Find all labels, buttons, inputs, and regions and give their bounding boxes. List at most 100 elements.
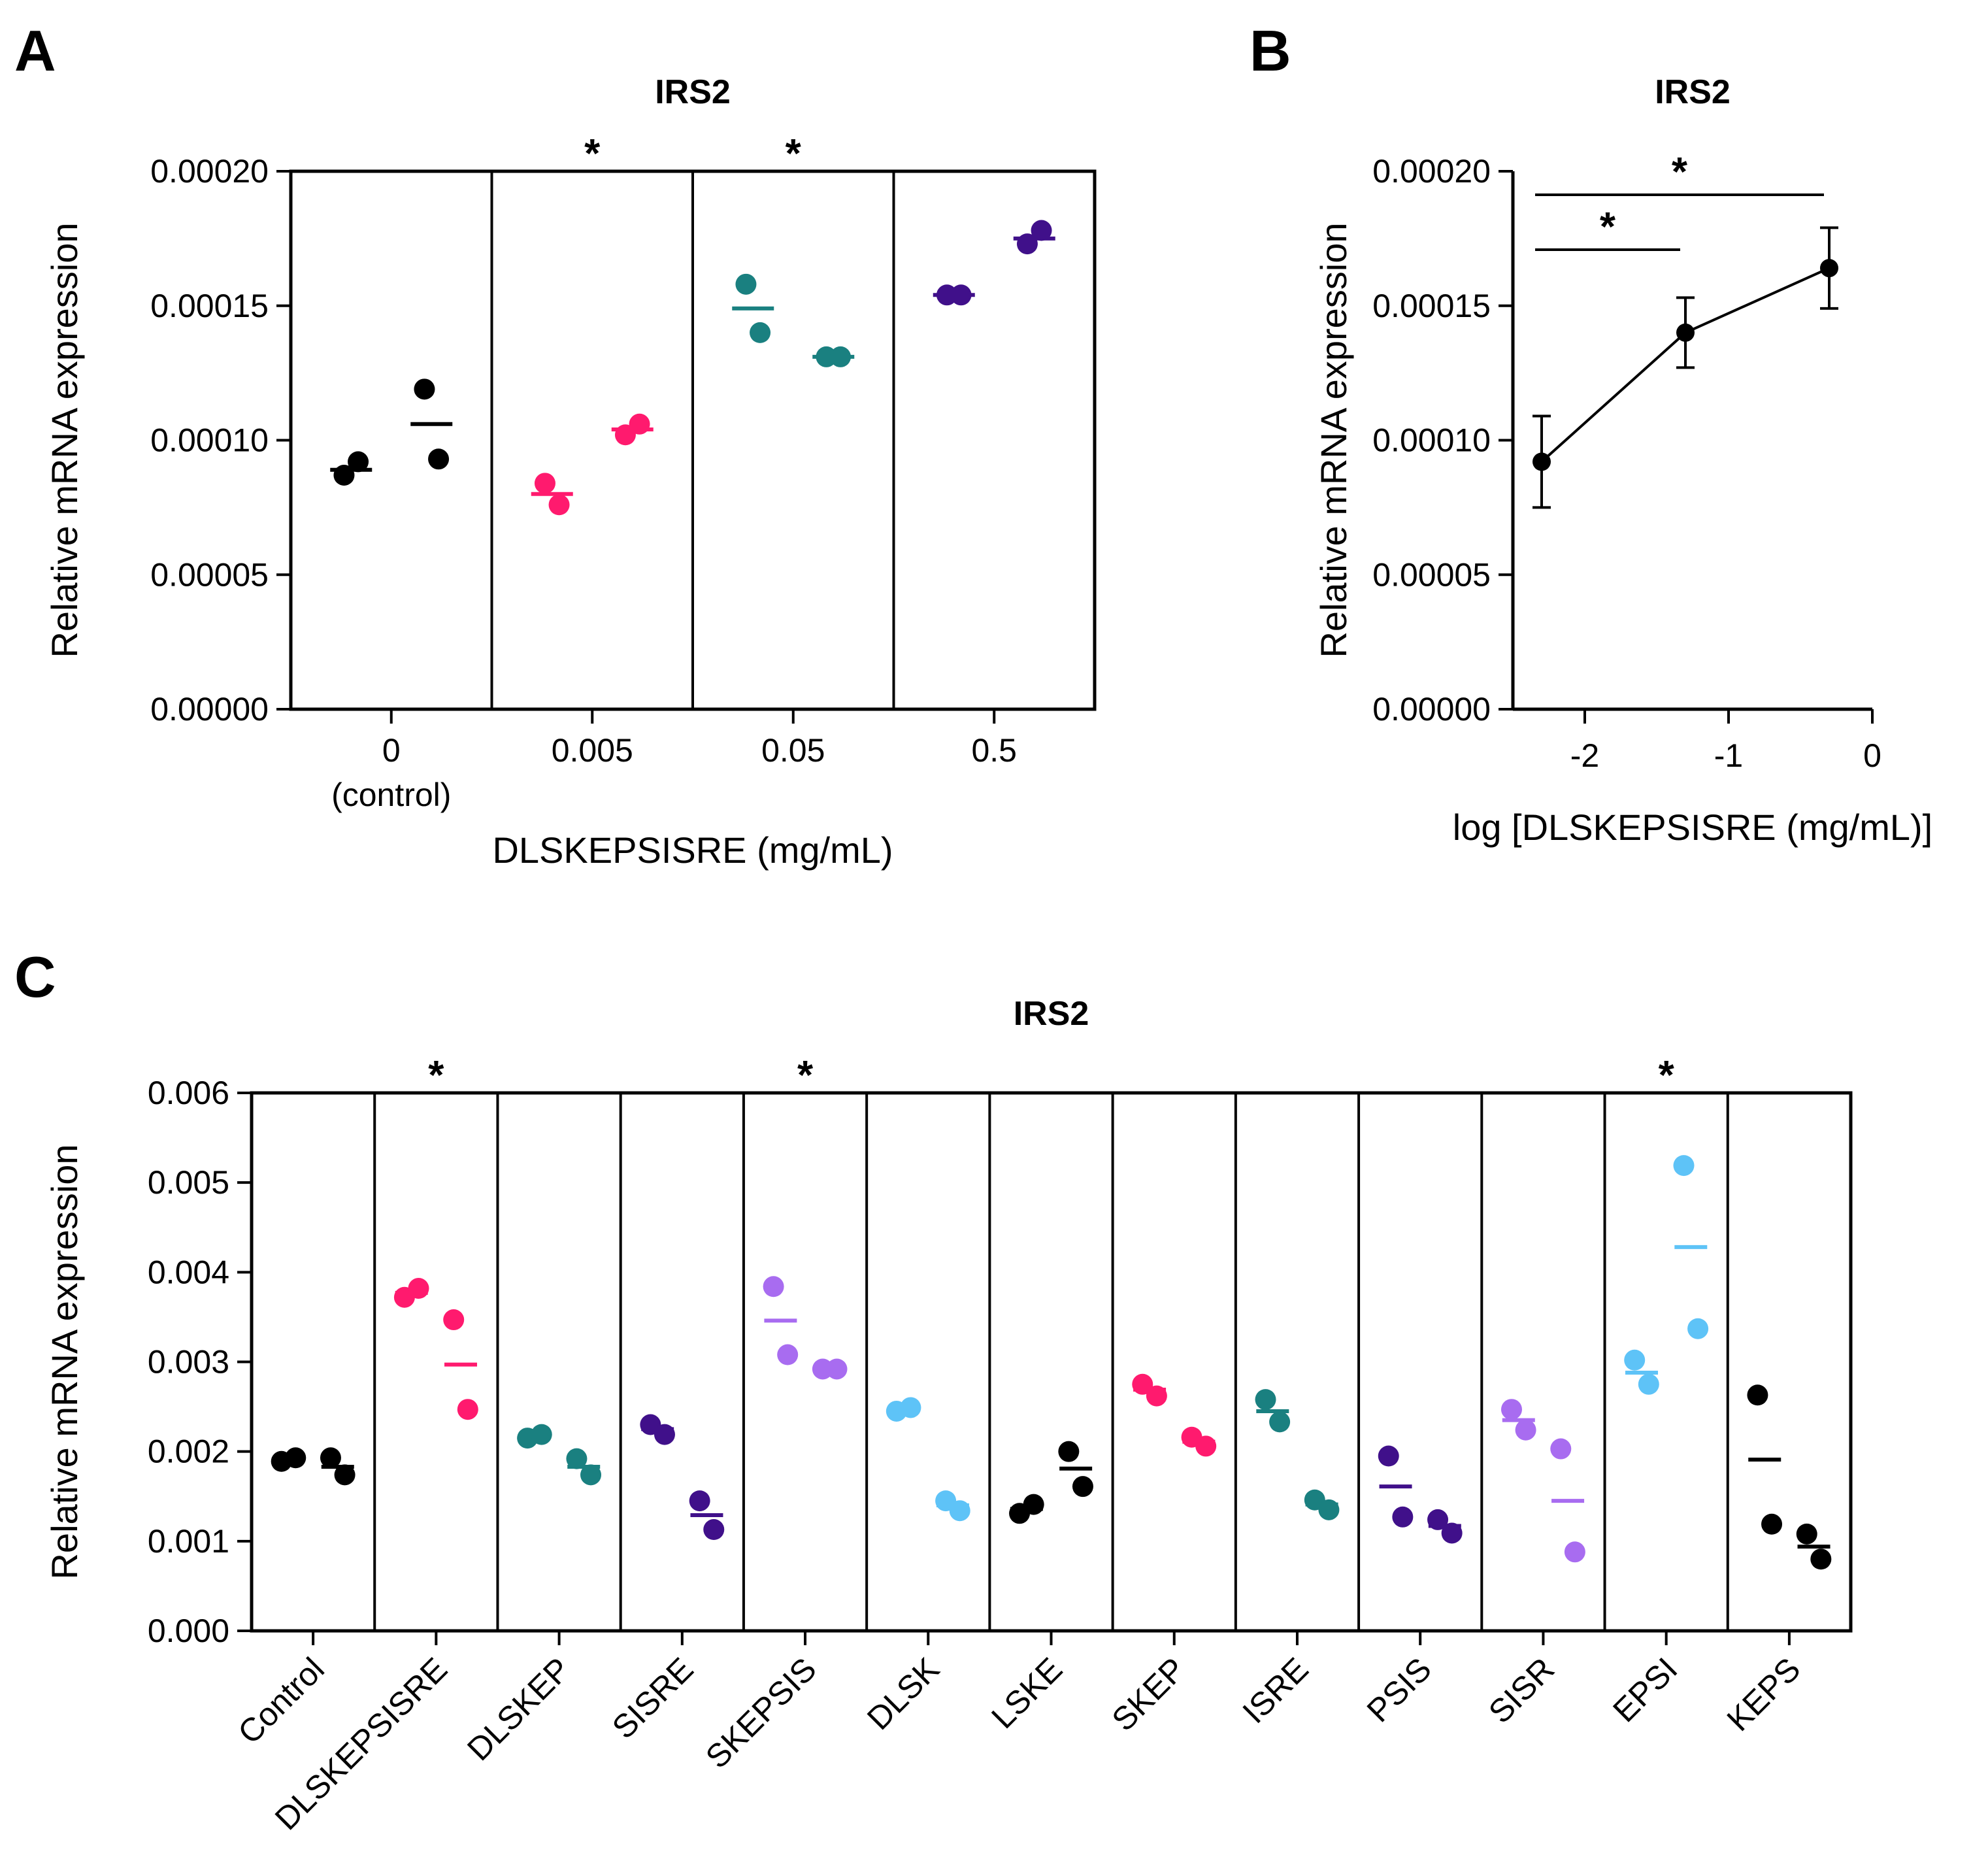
plot-frame: [289, 169, 1097, 711]
x-tick-label: PSIS: [1360, 1650, 1438, 1729]
data-point: [1796, 1523, 1817, 1545]
data-point: [1378, 1445, 1399, 1467]
significance-star: *: [1672, 150, 1688, 195]
data-point: [443, 1309, 465, 1331]
x-tick-label: -1: [1714, 737, 1743, 774]
y-tick-label: 0.004: [148, 1254, 229, 1290]
x-tick-sublabel: (control): [331, 777, 451, 813]
x-tick-label: 0.05: [761, 732, 825, 769]
x-tick-label: LSKE: [984, 1650, 1069, 1735]
chart-title: IRS2: [655, 73, 731, 111]
chart-title: IRS2: [1014, 995, 1089, 1033]
data-point: [689, 1490, 710, 1512]
data-point: [457, 1399, 478, 1420]
data-point: [763, 1276, 784, 1297]
x-tick-label: DLSK: [860, 1650, 946, 1737]
data-point: [1820, 259, 1838, 278]
x-tick-label: 0: [1863, 737, 1881, 774]
y-tick-label: 0.00010: [150, 422, 269, 459]
y-tick-label: 0.003: [148, 1344, 229, 1380]
y-tick-label: 0.00015: [1372, 288, 1491, 324]
y-tick-label: 0.005: [148, 1164, 229, 1201]
data-point: [750, 322, 771, 343]
y-tick-label: 0.00005: [150, 556, 269, 593]
y-tick-label: 0.001: [148, 1523, 229, 1560]
data-point: [1500, 1399, 1522, 1420]
x-tick-label: 0.005: [552, 732, 633, 769]
data-point: [1023, 1494, 1044, 1515]
data-point: [1624, 1349, 1646, 1371]
data-point: [334, 1464, 356, 1486]
data-point: [548, 494, 570, 516]
data-point: [1195, 1435, 1217, 1457]
x-tick-label: -2: [1570, 737, 1599, 774]
data-point: [1269, 1411, 1291, 1433]
x-axis-label: DLSKEPSISRE (mg/mL): [492, 829, 893, 871]
x-tick-label: DLSKEP: [460, 1650, 577, 1767]
data-point: [408, 1278, 429, 1299]
x-tick-label: Control: [231, 1650, 331, 1751]
data-point: [1676, 323, 1695, 342]
data-point: [703, 1519, 725, 1541]
x-tick-label: 0: [382, 732, 401, 769]
data-point: [1638, 1373, 1659, 1395]
data-point: [566, 1448, 588, 1469]
data-point: [414, 378, 435, 400]
y-tick-label: 0.00010: [1372, 422, 1491, 459]
data-point: [777, 1344, 799, 1365]
data-point: [1058, 1441, 1080, 1462]
panel-letter-a: A: [14, 18, 56, 83]
y-tick-label: 0.002: [148, 1433, 229, 1470]
y-tick-label: 0.00020: [150, 153, 269, 190]
x-tick-label: SKEP: [1105, 1650, 1193, 1738]
data-point: [1550, 1438, 1572, 1460]
y-axis-label: Relative mRNA expression: [1313, 222, 1354, 658]
data-point: [348, 451, 369, 473]
y-tick-label: 0.000: [148, 1613, 229, 1649]
data-point: [534, 473, 555, 494]
y-tick-label: 0.00000: [1372, 691, 1491, 728]
y-tick-label: 0.006: [148, 1075, 229, 1111]
significance-star: *: [1659, 1053, 1675, 1098]
panel-c-chart: IRS2 0.000 0.001 0.002 0.003 0.004 0.005 0.006 R…: [44, 995, 1853, 1837]
plot-frame: [250, 1091, 1853, 1633]
x-tick-label: SKEPSIS: [699, 1650, 823, 1775]
x-tick-label: SISRE: [605, 1650, 701, 1746]
panel-b-chart: IRS2 0.00000 0.00005 0.00010 0.00015 0.00020 -…: [1313, 73, 1932, 848]
data-point: [428, 448, 450, 470]
y-axis-label: Relative mRNA expression: [44, 1144, 85, 1579]
x-tick-label: ISRE: [1236, 1650, 1316, 1730]
significance-star: *: [1600, 205, 1616, 250]
data-point: [1255, 1389, 1276, 1411]
y-tick-label: 0.00020: [1372, 153, 1491, 190]
y-tick-label: 0.00015: [150, 288, 269, 324]
data-point: [1072, 1476, 1093, 1498]
y-axis-label: Relative mRNA expression: [44, 222, 85, 658]
y-tick-label: 0.00005: [1372, 556, 1491, 593]
x-tick-label: KEPS: [1720, 1650, 1808, 1738]
data-point: [1532, 452, 1551, 471]
data-point: [1810, 1548, 1832, 1570]
panel-a-chart: IRS2 0.00000 0.00005 0.00010 0.00015 0.00020 R…: [44, 73, 1097, 871]
panel-letter-c: C: [14, 945, 56, 1009]
data-point: [1761, 1513, 1783, 1535]
x-tick-label: 0.5: [971, 732, 1017, 769]
data-point: [320, 1447, 341, 1469]
data-point: [1392, 1506, 1414, 1528]
significance-star: *: [797, 1053, 814, 1098]
significance-star: *: [428, 1053, 444, 1098]
x-axis-label: log [DLSKEPSISRE (mg/mL)]: [1453, 807, 1932, 848]
data-point: [1031, 220, 1052, 241]
data-point: [1564, 1541, 1585, 1563]
significance-star: *: [584, 131, 601, 176]
panel-letter-b: B: [1250, 18, 1291, 83]
significance-star: *: [786, 131, 802, 176]
data-point: [1687, 1318, 1709, 1339]
data-point: [735, 273, 757, 295]
chart-title: IRS2: [1655, 73, 1731, 111]
x-tick-label: SISR: [1482, 1650, 1561, 1730]
x-tick-label: EPSI: [1606, 1650, 1684, 1729]
data-point: [1515, 1419, 1536, 1441]
data-point: [1747, 1384, 1768, 1406]
